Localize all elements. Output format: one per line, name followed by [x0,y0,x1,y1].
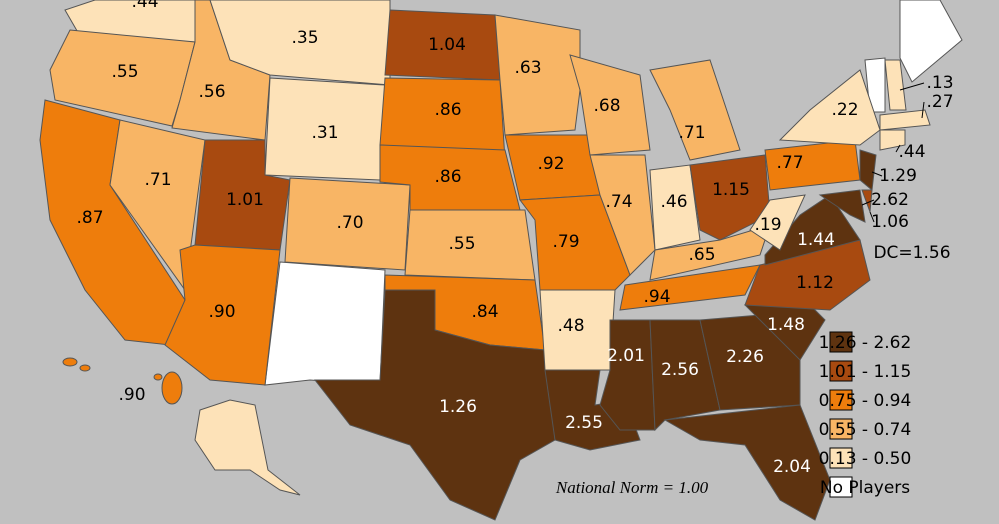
state-label: .65 [688,245,715,265]
state-label: .86 [434,100,461,120]
state-shape [194,399,301,496]
state-label: .19 [754,215,781,235]
state-label: 2.01 [607,346,645,366]
state-label: .86 [434,167,461,187]
state-shape [818,189,866,223]
legend-swatch [829,418,853,440]
state-shape [589,154,656,276]
state-label: 1.06 [871,212,909,232]
legend-label: No Players [820,478,910,498]
state-label: 2.26 [726,347,764,367]
legend-label: 1.01 - 1.15 [819,362,912,382]
state-label: .27 [926,92,953,112]
state-shape [164,244,281,386]
state-shape [494,14,581,136]
states [39,0,963,521]
callout-line [899,82,925,91]
state-label: .55 [111,62,138,82]
island-shape [79,364,91,372]
legend-swatch [829,360,853,382]
state-label: .35 [291,28,318,48]
state-shape [764,194,861,266]
state-label: .68 [593,96,620,116]
state-label: .90 [118,385,145,405]
state-label: 2.04 [773,457,811,477]
state-label: .22 [831,100,858,120]
state-shape [884,59,907,111]
state-label: .70 [336,213,363,233]
callout-line [861,199,875,206]
callout-line [871,171,883,177]
legend-label: 0.75 - 0.94 [819,391,912,411]
state-label: 1.15 [712,180,750,200]
state-label: .90 [208,302,235,322]
state-shape [313,289,556,521]
state-label: .94 [643,287,670,307]
legend-swatch [829,389,853,411]
state-shape [663,404,831,521]
state-label: .63 [514,58,541,78]
state-labels: .44 .55 .87 .71 .56 .35 .31 1.01 .70 .90 1.04 .86 .8… [76,0,953,477]
legend-label: 0.55 - 0.74 [819,420,912,440]
state-shape [859,149,877,191]
state-label: .13 [926,73,953,93]
state-shape [879,109,931,131]
state-shape [778,69,881,146]
national-norm-note: National Norm = 1.00 [555,478,709,497]
state-label: .74 [605,192,632,212]
state-shape [619,264,761,311]
state-shape [749,194,806,251]
state-label: 1.29 [879,166,917,186]
state-shape [649,59,741,161]
island-shape [161,371,183,405]
callout-line [921,101,925,119]
state-label: .87 [76,208,103,228]
state-label: .79 [552,232,579,252]
state-shape [569,54,651,156]
state-label: 1.04 [428,35,466,55]
state-label: 2.56 [661,360,699,380]
state-label: .92 [537,154,564,174]
state-label: .44 [131,0,158,12]
state-label: .71 [144,170,171,190]
state-shape [649,164,701,251]
state-shape [899,0,963,83]
state-shape [264,261,386,386]
island-shape [62,357,78,367]
state-shape [699,314,801,411]
state-label: .71 [678,123,705,143]
state-label: 1.26 [439,397,477,417]
callout-line [895,144,901,153]
island-shape [153,373,163,381]
legend-swatch [829,447,853,469]
state-label: .31 [311,123,338,143]
state-label: 1.12 [796,273,834,293]
state-shape [879,129,906,151]
state-label: 2.55 [565,413,603,433]
state-label: 2.62 [871,190,909,210]
state-label: 1.44 [797,230,835,250]
state-shape [689,154,771,241]
state-label: .56 [198,82,225,102]
state-label: .44 [898,142,925,162]
state-label: .55 [448,234,475,254]
state-label: .46 [660,192,687,212]
legend-swatch [829,331,853,353]
legend: 1.26 - 2.62 1.01 - 1.15 0.75 - 0.94 0.55 - … [819,331,912,498]
state-label: 1.01 [226,190,264,210]
state-shape [649,319,721,432]
dc-label: DC=1.56 [873,243,950,263]
state-label: .84 [471,302,498,322]
state-label: .77 [776,153,803,173]
legend-label: 1.26 - 2.62 [819,333,912,353]
state-label: .48 [557,316,584,336]
state-shape [209,0,391,86]
legend-swatch [829,476,853,498]
legend-label: 0.13 - 0.50 [819,449,912,469]
callout-line [869,211,875,223]
state-label: 1.48 [767,315,805,335]
